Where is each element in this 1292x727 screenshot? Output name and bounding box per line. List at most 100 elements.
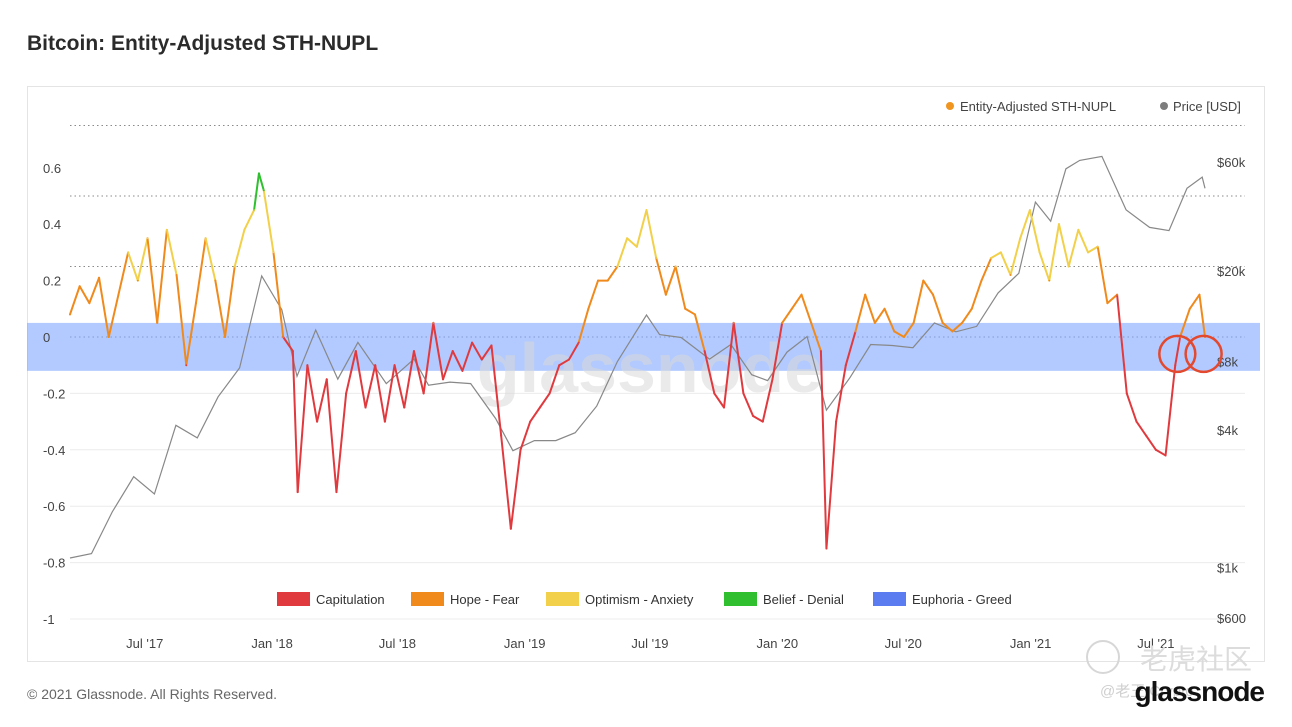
nupl-point	[835, 420, 838, 423]
nupl-segment	[296, 364, 309, 494]
nupl-point	[1067, 265, 1070, 268]
nupl-point	[800, 293, 803, 296]
tiger-community-logo-icon	[1086, 640, 1120, 674]
nupl-segment	[606, 265, 619, 282]
nupl-point	[1154, 448, 1157, 451]
nupl-point	[165, 228, 168, 231]
nupl-point	[961, 322, 963, 324]
zone-legend-swatch	[724, 592, 757, 606]
nupl-point	[146, 237, 149, 240]
nupl-segment	[844, 330, 857, 367]
nupl-segment	[78, 285, 91, 305]
nupl-segment	[819, 350, 828, 550]
nupl-point	[568, 358, 570, 361]
nupl-segment	[912, 279, 925, 324]
y-left-tick-label: -0.8	[43, 556, 65, 571]
nupl-segment	[107, 293, 120, 338]
zone-legend-label: Capitulation	[316, 592, 385, 607]
nupl-point	[1019, 237, 1022, 240]
nupl-segment	[684, 307, 696, 316]
nupl-point	[117, 293, 120, 296]
overlay-watermark-cn: 老虎社区	[1140, 644, 1253, 675]
y-left-tick-label: -0.6	[43, 499, 65, 514]
nupl-point	[480, 358, 483, 361]
nupl-segment	[364, 364, 377, 409]
nupl-point	[471, 341, 473, 344]
y-right-tick-label: $60k	[1217, 155, 1246, 170]
nupl-point	[1145, 434, 1148, 437]
y-left-tick-label: 0.2	[43, 274, 61, 289]
nupl-point	[781, 322, 784, 324]
nupl-segment	[1198, 293, 1206, 338]
nupl-segment	[664, 265, 677, 296]
nupl-segment	[291, 350, 299, 494]
nupl-segment	[645, 209, 658, 260]
nupl-segment	[693, 313, 706, 353]
nupl-point	[606, 279, 609, 282]
nupl-segment	[616, 237, 629, 268]
nupl-point	[539, 406, 541, 409]
nupl-segment	[282, 336, 294, 353]
nupl-point	[854, 330, 857, 333]
glassnode-logo: glassnode	[1134, 676, 1265, 707]
nupl-point	[233, 265, 236, 268]
nupl-segment	[383, 364, 396, 423]
nupl-point	[156, 322, 159, 324]
nupl-point	[626, 237, 629, 240]
nupl-segment	[800, 293, 813, 324]
nupl-segment	[771, 321, 784, 381]
nupl-segment	[480, 344, 493, 361]
nupl-segment	[500, 434, 512, 530]
nupl-segment	[567, 341, 580, 361]
zone-legend-label: Optimism - Anxiety	[585, 592, 694, 607]
nupl-point	[684, 307, 687, 310]
x-tick-label: Jan '19	[504, 636, 546, 651]
nupl-segment	[1048, 223, 1060, 282]
nupl-segment	[1106, 293, 1119, 305]
nupl-segment	[224, 265, 236, 338]
nupl-point	[790, 307, 793, 310]
zone-legend-swatch	[546, 592, 579, 606]
nupl-segment	[1038, 251, 1051, 282]
nupl-segment	[587, 279, 600, 310]
nupl-point	[597, 279, 599, 282]
nupl-segment	[1145, 434, 1157, 451]
nupl-segment	[1057, 223, 1070, 268]
nupl-segment	[810, 321, 822, 353]
nupl-segment	[873, 307, 886, 324]
nupl-point	[413, 350, 415, 352]
nupl-segment	[354, 350, 367, 409]
nupl-segment	[558, 358, 570, 367]
overlay-watermark-handle: @老王 Crypto	[1100, 683, 1194, 700]
nupl-point	[78, 285, 81, 288]
legend-nupl-label: Entity-Adjusted STH-NUPL	[960, 99, 1116, 114]
nupl-point	[587, 307, 590, 310]
nupl-point	[893, 330, 896, 333]
nupl-point	[422, 392, 425, 395]
nupl-point	[224, 336, 226, 338]
nupl-segment	[902, 321, 915, 338]
nupl-point	[864, 293, 867, 296]
nupl-segment	[970, 279, 983, 310]
nupl-segment	[742, 392, 755, 417]
nupl-point	[1038, 251, 1041, 254]
nupl-segment	[345, 350, 357, 395]
nupl-segment	[752, 414, 764, 423]
nupl-point	[262, 189, 265, 192]
annotation-circle	[1184, 334, 1223, 374]
nupl-segment	[1125, 392, 1138, 423]
nupl-segment	[117, 251, 130, 296]
nupl-point	[383, 420, 386, 423]
nupl-segment	[538, 392, 551, 409]
nupl-point	[664, 293, 667, 296]
nupl-segment	[165, 228, 178, 276]
nupl-point	[694, 313, 696, 316]
nupl-segment	[825, 420, 838, 550]
nupl-point	[1188, 307, 1191, 310]
nupl-point	[451, 350, 454, 352]
nupl-point	[655, 257, 658, 259]
nupl-point	[291, 350, 294, 352]
nupl-point	[674, 265, 677, 268]
nupl-point	[713, 392, 716, 395]
nupl-point	[243, 228, 246, 231]
